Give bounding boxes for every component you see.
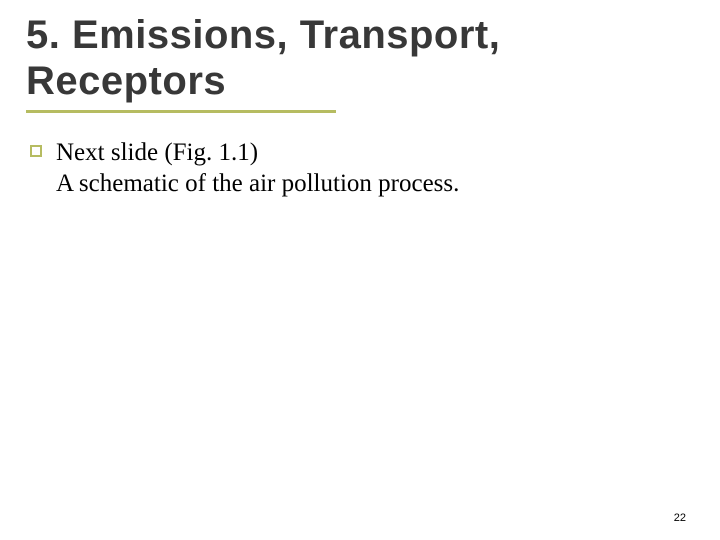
title-underline [26, 110, 336, 113]
slide: 5. Emissions, Transport, Receptors Next … [0, 0, 720, 540]
square-bullet-icon [30, 145, 42, 157]
slide-title: 5. Emissions, Transport, Receptors [26, 12, 694, 104]
list-item-line-1: Next slide (Fig. 1.1) [56, 139, 258, 166]
list-item: Next slide (Fig. 1.1) A schematic of the… [30, 137, 694, 200]
page-number: 22 [674, 512, 686, 524]
list-item-line-2: A schematic of the air pollution process… [56, 170, 459, 197]
list-item-text: Next slide (Fig. 1.1) A schematic of the… [56, 137, 459, 200]
body-list: Next slide (Fig. 1.1) A schematic of the… [26, 137, 694, 200]
